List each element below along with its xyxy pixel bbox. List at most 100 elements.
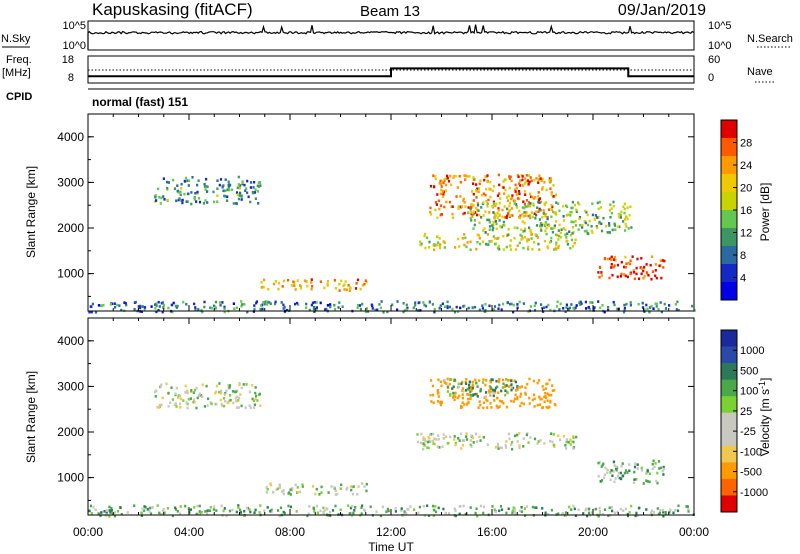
nave-label: Nave xyxy=(747,66,773,78)
vel-cell xyxy=(674,508,677,512)
power-cell xyxy=(507,227,510,231)
vel-cell xyxy=(522,445,525,448)
power-cell xyxy=(187,179,191,182)
power-cell xyxy=(253,307,256,311)
power-cell xyxy=(616,263,620,267)
power-cell xyxy=(518,300,521,304)
vel-cell xyxy=(498,405,501,408)
cpid-label: CPID xyxy=(6,91,32,103)
power-cell xyxy=(629,205,632,208)
vel-cell xyxy=(235,399,238,403)
power-cell xyxy=(213,200,216,204)
power-cell xyxy=(123,301,126,304)
power-cell xyxy=(137,305,140,308)
power-cell xyxy=(488,187,491,191)
vel-cell xyxy=(526,432,529,435)
power-cell xyxy=(524,227,527,231)
vel-cell xyxy=(394,510,397,513)
vel-cell xyxy=(491,378,494,382)
power-cell xyxy=(624,229,627,232)
vel-cell xyxy=(513,434,517,438)
power-cell xyxy=(504,178,507,182)
power-cell xyxy=(676,300,679,304)
vel-cell xyxy=(90,512,93,515)
vel-cell xyxy=(640,466,643,470)
power-cell xyxy=(238,194,241,197)
power-cell xyxy=(478,213,481,217)
vel-cell xyxy=(426,440,429,444)
vel-cell xyxy=(543,400,546,403)
velocity-colorbar-tick-label: 100 xyxy=(740,386,758,398)
power-cell xyxy=(429,206,432,210)
power-cell xyxy=(436,216,439,220)
power-cell xyxy=(595,225,598,228)
vel-cell xyxy=(350,514,354,518)
vel-cell xyxy=(570,508,573,511)
x-tick-label: 08:00 xyxy=(275,525,305,539)
vel-cell xyxy=(143,505,146,508)
vel-cell xyxy=(249,510,252,514)
vel-cell xyxy=(477,406,480,409)
vel-cell xyxy=(474,432,477,436)
power-cell xyxy=(492,220,495,224)
vel-cell xyxy=(381,505,384,509)
power-cell xyxy=(596,216,599,219)
power-cell xyxy=(599,206,602,209)
power-cell xyxy=(578,217,581,221)
vel-cell xyxy=(494,386,498,390)
power-cell xyxy=(663,259,666,263)
vel-cell xyxy=(457,437,460,440)
power-ytick-label: 4000 xyxy=(57,130,84,144)
vel-cell xyxy=(432,442,435,445)
power-cell xyxy=(337,306,340,309)
power-cell xyxy=(539,208,542,212)
power-cell xyxy=(529,216,532,220)
vel-cell xyxy=(289,505,293,509)
vel-cell xyxy=(238,382,241,385)
power-cell xyxy=(274,280,277,283)
power-cell xyxy=(568,306,571,310)
vel-cell xyxy=(422,504,425,508)
power-cell xyxy=(508,177,511,180)
vel-cell xyxy=(545,405,548,409)
vel-cell xyxy=(582,512,585,515)
power-cell xyxy=(484,210,487,213)
power-cell xyxy=(212,190,215,194)
vel-cell xyxy=(394,507,397,510)
vel-cell xyxy=(474,378,477,382)
vel-cell xyxy=(296,486,299,489)
vel-cell xyxy=(615,465,618,469)
vel-cell xyxy=(664,512,667,515)
power-cell xyxy=(443,205,446,209)
power-cell xyxy=(180,187,183,190)
power-cell xyxy=(267,288,270,291)
vel-cell xyxy=(220,389,223,393)
vel-cell xyxy=(416,433,419,436)
power-cell xyxy=(202,202,206,205)
vel-cell xyxy=(454,395,457,398)
power-cell xyxy=(224,189,227,192)
power-cell xyxy=(482,214,485,217)
power-cell xyxy=(573,241,576,245)
power-cell xyxy=(523,206,526,210)
power-cell xyxy=(324,308,327,311)
power-cell xyxy=(549,187,552,190)
power-cell xyxy=(249,200,252,204)
power-cell xyxy=(464,205,467,208)
vel-cell xyxy=(340,483,343,487)
vel-cell xyxy=(195,512,198,516)
power-cell xyxy=(494,204,497,207)
vel-cell xyxy=(630,504,633,508)
vel-cell xyxy=(333,486,336,489)
vel-cell xyxy=(100,511,103,514)
vel-ytick-label: 3000 xyxy=(57,379,84,393)
vel-cell xyxy=(533,397,536,401)
vel-cell xyxy=(177,394,180,397)
vel-cell xyxy=(489,380,493,384)
vel-cell xyxy=(464,512,467,516)
vel-cell xyxy=(346,486,349,490)
velocity-colorbar-tick-label: -1000 xyxy=(740,487,768,499)
power-cell xyxy=(537,191,540,194)
power-cell xyxy=(623,303,626,307)
power-cell xyxy=(280,301,283,304)
